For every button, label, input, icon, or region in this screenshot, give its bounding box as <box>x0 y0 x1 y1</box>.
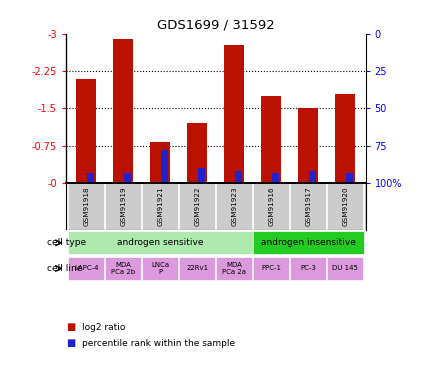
Text: LNCa
P: LNCa P <box>151 262 169 275</box>
Bar <box>216 257 252 280</box>
Text: PC-3: PC-3 <box>300 266 316 272</box>
Text: GSM91918: GSM91918 <box>83 187 89 226</box>
Bar <box>187 123 207 183</box>
Bar <box>224 45 244 183</box>
Bar <box>105 257 141 280</box>
Bar <box>187 123 207 183</box>
Bar <box>113 39 133 183</box>
Text: GSM91922: GSM91922 <box>194 187 200 226</box>
Bar <box>272 172 279 183</box>
Bar <box>179 257 215 280</box>
Text: MDA
PCa 2b: MDA PCa 2b <box>111 262 135 275</box>
Text: DU 145: DU 145 <box>332 266 358 272</box>
Text: MDA
PCa 2a: MDA PCa 2a <box>222 262 246 275</box>
Bar <box>125 172 131 183</box>
Bar <box>346 172 353 183</box>
Text: ■: ■ <box>66 338 75 348</box>
Bar <box>142 257 178 280</box>
Bar <box>87 172 94 183</box>
Bar <box>162 150 168 183</box>
Text: cell line: cell line <box>47 264 83 273</box>
Bar <box>335 94 355 183</box>
Bar <box>76 78 96 183</box>
Text: log2 ratio: log2 ratio <box>82 323 125 332</box>
Text: GSM91920: GSM91920 <box>342 187 348 226</box>
Text: GSM91921: GSM91921 <box>157 187 163 226</box>
Bar <box>327 257 363 280</box>
Text: GSM91923: GSM91923 <box>231 187 237 226</box>
Bar <box>198 168 205 183</box>
Text: GSM91916: GSM91916 <box>268 187 274 226</box>
Bar <box>150 142 170 183</box>
Text: ■: ■ <box>66 322 75 332</box>
Bar <box>261 96 281 183</box>
Bar <box>253 231 364 254</box>
Text: GSM91917: GSM91917 <box>305 187 311 226</box>
Text: GSM91919: GSM91919 <box>120 187 126 226</box>
Bar <box>290 257 326 280</box>
Bar <box>150 142 170 183</box>
Bar <box>224 45 244 183</box>
Bar <box>335 94 355 183</box>
Bar <box>298 108 318 183</box>
Bar <box>235 171 242 183</box>
Bar <box>309 171 316 183</box>
Title: GDS1699 / 31592: GDS1699 / 31592 <box>157 18 275 31</box>
Bar <box>261 96 281 183</box>
Bar <box>113 39 133 183</box>
Text: androgen insensitive: androgen insensitive <box>261 238 356 248</box>
Bar <box>68 257 104 280</box>
Text: LAPC-4: LAPC-4 <box>74 266 99 272</box>
Bar <box>298 108 318 183</box>
Text: androgen sensitive: androgen sensitive <box>117 238 204 248</box>
Text: 22Rv1: 22Rv1 <box>186 266 208 272</box>
Text: cell type: cell type <box>47 238 87 248</box>
Bar <box>76 78 96 183</box>
Bar <box>253 257 289 280</box>
Text: percentile rank within the sample: percentile rank within the sample <box>82 339 235 348</box>
Text: PPC-1: PPC-1 <box>261 266 281 272</box>
Bar <box>68 231 253 254</box>
